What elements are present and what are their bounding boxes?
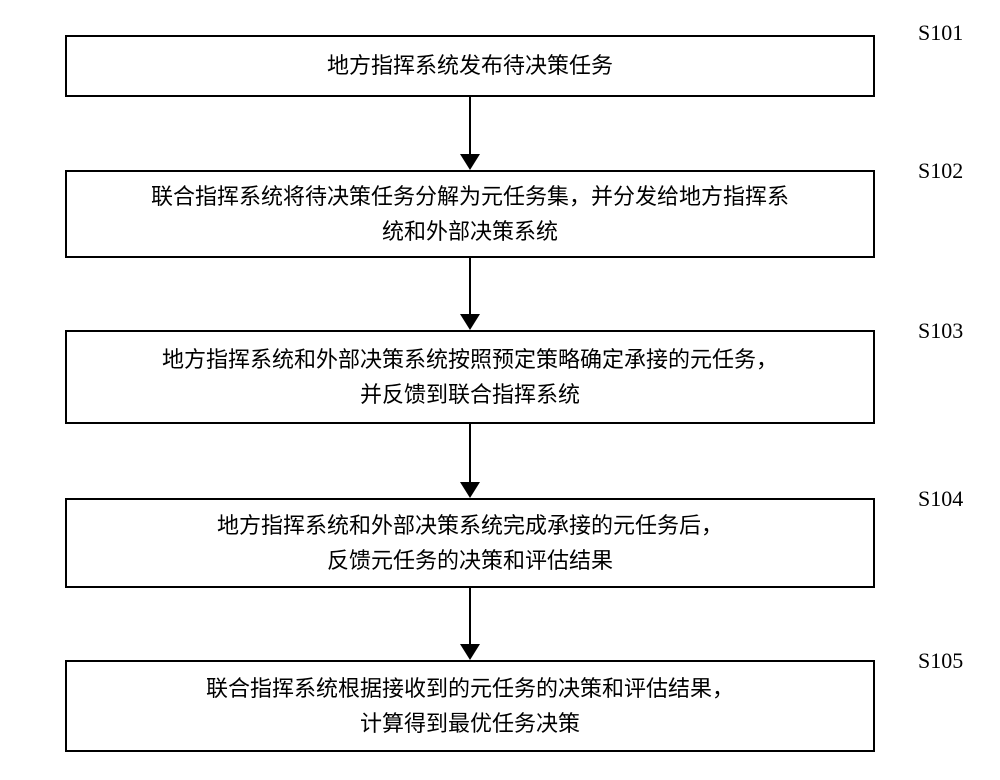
arrow-1 <box>469 97 471 154</box>
step-label-s103: S103 <box>918 318 963 344</box>
step-text: 地方指挥系统和外部决策系统按照预定策略确定承接的元任务， 并反馈到联合指挥系统 <box>162 342 778 412</box>
step-text: 地方指挥系统发布待决策任务 <box>327 48 613 83</box>
step-box-s103: 地方指挥系统和外部决策系统按照预定策略确定承接的元任务， 并反馈到联合指挥系统 <box>65 330 875 424</box>
step-label-s105: S105 <box>918 648 963 674</box>
arrow-2 <box>469 258 471 314</box>
step-box-s104: 地方指挥系统和外部决策系统完成承接的元任务后， 反馈元任务的决策和评估结果 <box>65 498 875 588</box>
arrowhead-2 <box>460 314 480 330</box>
arrow-4 <box>469 588 471 644</box>
arrowhead-3 <box>460 482 480 498</box>
step-label-s101: S101 <box>918 20 963 46</box>
arrowhead-4 <box>460 644 480 660</box>
step-text: 联合指挥系统根据接收到的元任务的决策和评估结果， 计算得到最优任务决策 <box>206 671 734 741</box>
arrowhead-1 <box>460 154 480 170</box>
step-box-s101: 地方指挥系统发布待决策任务 <box>65 35 875 97</box>
step-label-s104: S104 <box>918 486 963 512</box>
flowchart-container: 地方指挥系统发布待决策任务 S101 联合指挥系统将待决策任务分解为元任务集，并… <box>0 0 1000 780</box>
step-box-s102: 联合指挥系统将待决策任务分解为元任务集，并分发给地方指挥系 统和外部决策系统 <box>65 170 875 258</box>
step-box-s105: 联合指挥系统根据接收到的元任务的决策和评估结果， 计算得到最优任务决策 <box>65 660 875 752</box>
arrow-3 <box>469 424 471 482</box>
step-text: 地方指挥系统和外部决策系统完成承接的元任务后， 反馈元任务的决策和评估结果 <box>217 508 723 578</box>
step-label-s102: S102 <box>918 158 963 184</box>
step-text: 联合指挥系统将待决策任务分解为元任务集，并分发给地方指挥系 统和外部决策系统 <box>151 179 789 249</box>
